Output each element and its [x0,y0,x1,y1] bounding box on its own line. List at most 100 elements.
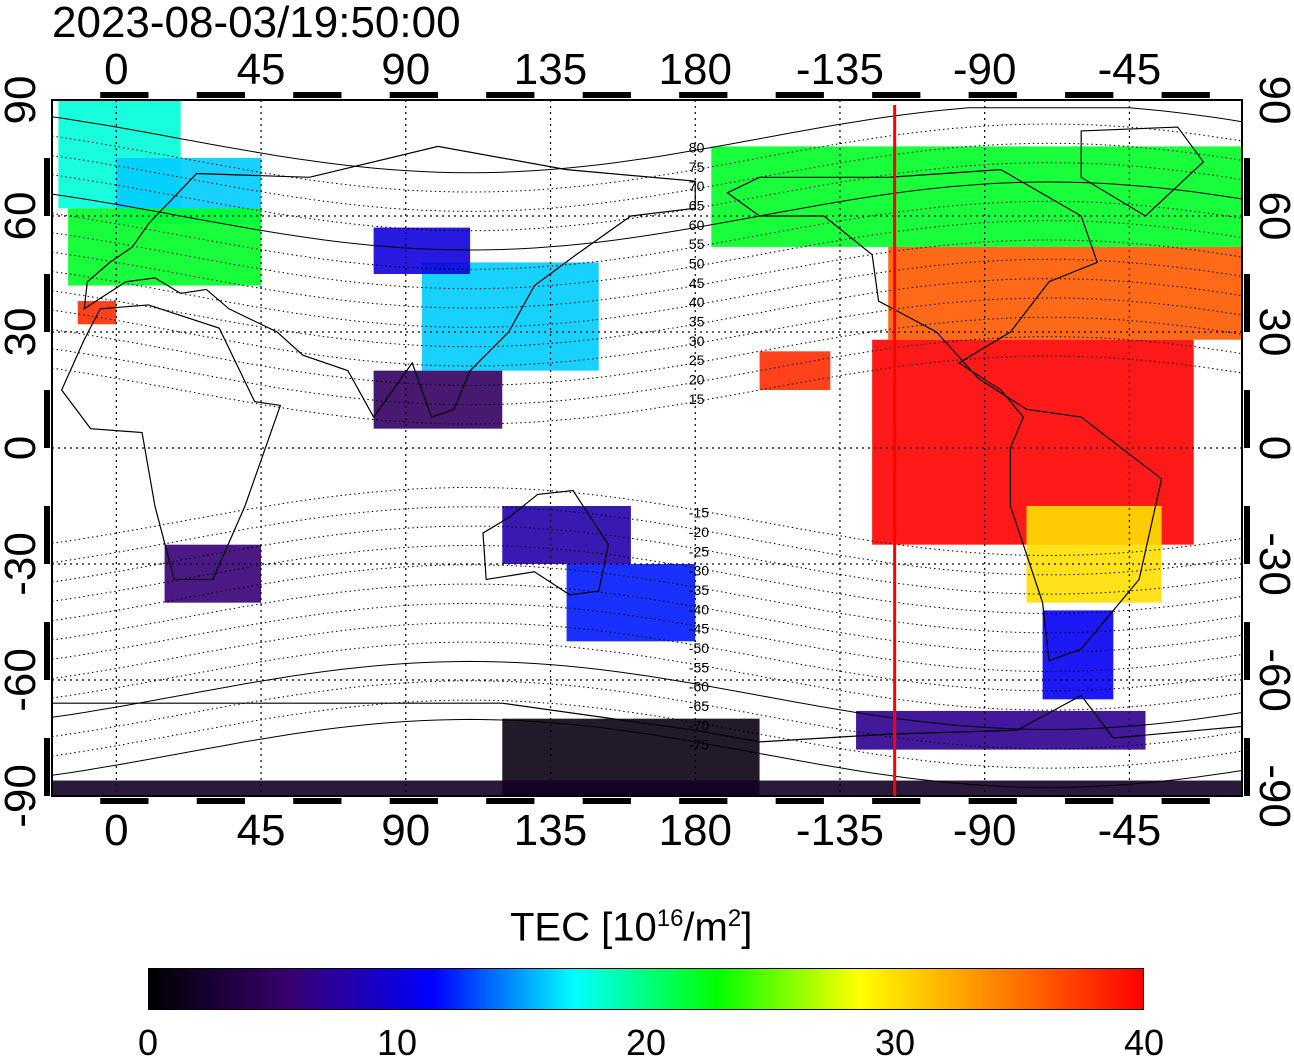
magnetic-contour-label: 60 [689,217,705,233]
axis-tick-labels: 0 0 45 45 90 90 135 135 180 180 -135 -135 -90 -90 -45 -… [0,45,1294,855]
frame-bar [582,92,631,98]
colorbar-tick-label: 20 [625,1022,667,1063]
lon-tick-label-bottom: 90 [381,806,430,855]
lon-tick-label-bottom: 0 [104,806,128,855]
frame-bar [1244,390,1250,448]
tec-region [68,208,262,286]
magnetic-contour-label: -20 [689,524,709,540]
lat-tick-label-right: -90 [1250,764,1294,828]
colorbar-title: TEC [1016/m2] [510,905,753,950]
frame-bar [582,798,631,804]
frame-bar [389,798,438,804]
lon-tick-label-top: 0 [104,45,128,94]
frame-bar [486,92,535,98]
lat-tick-label-right: 30 [1250,308,1294,357]
map-frame [44,92,1250,804]
tec-region [77,301,117,325]
lon-tick-label-bottom: 135 [514,806,587,855]
frame-bar [293,798,342,804]
frame-bar [1161,798,1210,804]
magnetic-contour-label: -50 [689,640,709,656]
magnetic-contour-label: -60 [689,679,709,695]
tec-region [566,564,696,642]
frame-bar [44,158,50,216]
magnetic-contour-label: 65 [689,197,705,213]
frame-bar [389,92,438,98]
lon-tick-label-top: 45 [237,45,286,94]
frame-bar [1244,506,1250,564]
magnetic-contour-label: 80 [689,139,705,155]
lat-tick-label-right: 0 [1250,436,1294,460]
frame-bar [44,390,50,448]
tec-map: 80 75 70 65 60 55 50 45 40 35 30 25 20 15 -15 -20 -25 -30… [0,45,1294,855]
tec-region [373,227,471,274]
magnetic-contour-label: 75 [689,159,705,175]
magnetic-contour-label: 30 [689,333,705,349]
map-border [51,99,1243,797]
frame-bar [1244,158,1250,216]
frame-bar [679,92,728,98]
magnetic-contour-label: 45 [689,275,705,291]
magnetic-contour-label: 25 [689,352,705,368]
lon-tick-label-top: 180 [659,45,732,94]
frame-bar [486,798,535,804]
frame-bar [968,798,1017,804]
magnetic-contour [51,660,1243,731]
coastline [482,489,610,596]
lon-tick-label-bottom: 180 [659,806,732,855]
magnetic-contour-label: -65 [689,698,709,714]
lat-tick-label-left: -90 [0,764,45,828]
timestamp-title: 2023-08-03/19:50:00 [52,0,461,47]
magnetic-contour-label: -35 [689,582,709,598]
lon-tick-label-top: -45 [1098,45,1162,94]
frame-bar [293,92,342,98]
lat-tick-label-left: 30 [0,308,45,357]
coastline [726,168,1163,662]
magnetic-contour-label: 35 [689,313,705,329]
magnetic-contour-label: -45 [689,621,709,637]
frame-bar [1065,92,1114,98]
magnetic-contour-label: -55 [689,659,709,675]
lat-tick-label-right: -30 [1250,532,1294,596]
lon-tick-label-bottom: -45 [1098,806,1162,855]
lon-tick-label-bottom: -135 [796,806,884,855]
frame-bar [1244,274,1250,332]
frame-bar [775,798,824,804]
colorbar-tick-label: 30 [874,1022,916,1063]
frame-bar [872,798,921,804]
lon-tick-label-bottom: -90 [953,806,1017,855]
magnetic-contour-label: 15 [689,391,705,407]
frame-bar [44,738,50,796]
magnetic-contour-label: 50 [689,255,705,271]
lat-tick-label-left: 90 [0,76,45,125]
lat-tick-label-right: 60 [1250,192,1294,241]
frame-bar [872,92,921,98]
lat-tick-label-left: 60 [0,192,45,241]
magnetic-contour-label: -25 [689,543,709,559]
colorbar-tick-label: 40 [1123,1022,1165,1063]
colorbar-tick-label: 10 [376,1022,418,1063]
magnetic-contour [51,107,1243,174]
magnetic-contour-label: -15 [689,505,709,521]
colorbar [148,968,1144,1010]
tec-region [1026,506,1162,603]
colorbar-tick-label: 0 [137,1022,159,1063]
magnetic-contour-label: -30 [689,563,709,579]
lon-tick-label-top: -90 [953,45,1017,94]
frame-bar [196,92,245,98]
tec-region [502,506,631,564]
frame-bar [1065,798,1114,804]
frame-bar [968,92,1017,98]
frame-bar [44,274,50,332]
frame-bar [1244,738,1250,796]
magnetic-contour-label: 20 [689,371,705,387]
tec-region [421,262,599,371]
magnetic-contour-label: 40 [689,294,705,310]
magnetic-contour-label: -40 [689,601,709,617]
frame-bar [44,506,50,564]
tec-region [52,780,1242,796]
lat-tick-label-left: -60 [0,648,45,712]
magnetic-contour [51,181,1243,251]
frame-bar [1161,92,1210,98]
coastline [1080,126,1205,217]
